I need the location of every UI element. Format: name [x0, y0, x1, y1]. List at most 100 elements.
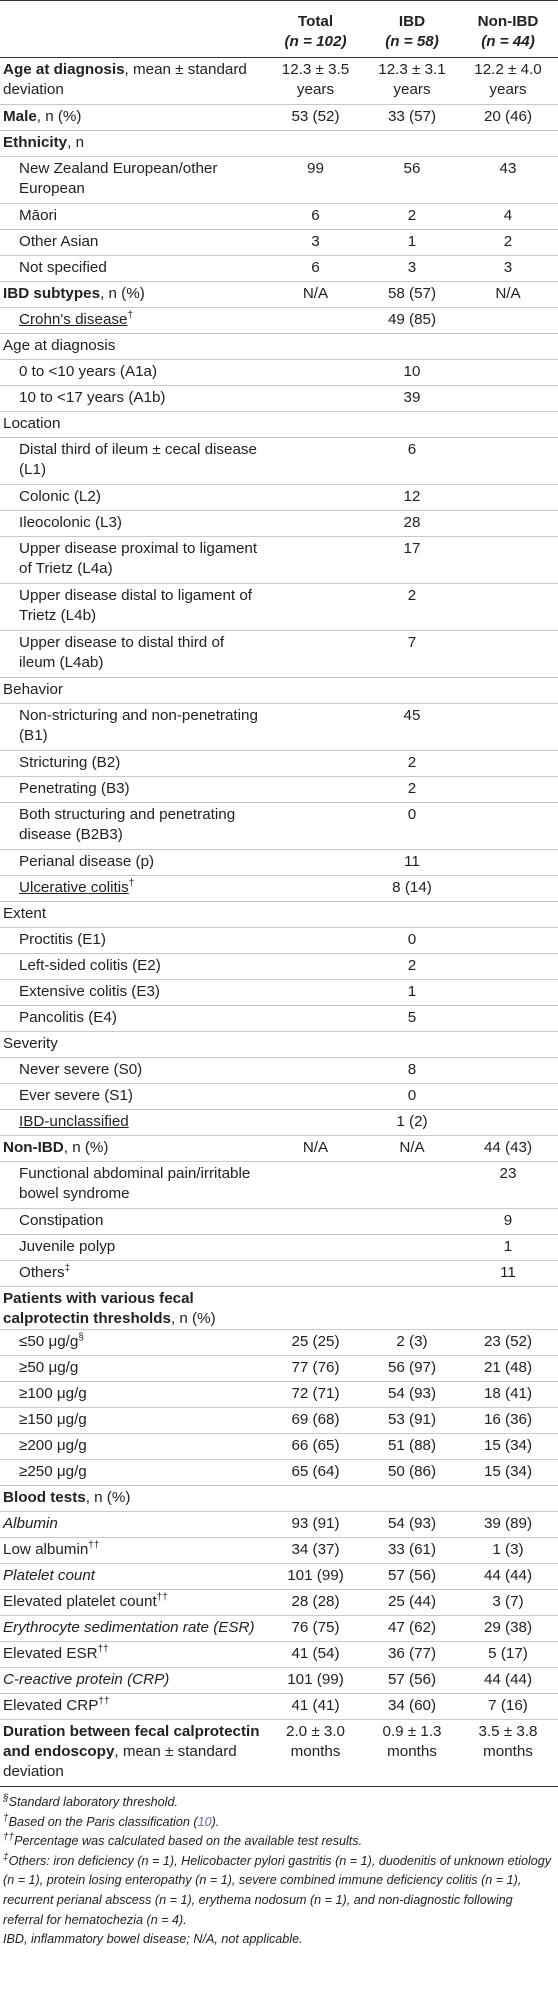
total-value-cell: 2.0 ± 3.0 months — [265, 1719, 366, 1787]
table-row: Colonic (L2) 12 — [0, 484, 558, 511]
ibd-value-cell: 2 — [366, 583, 458, 631]
row-label: ≥150 μg/g — [19, 1411, 87, 1428]
row-label: C-reactive protein (CRP) — [3, 1671, 170, 1688]
total-value-cell — [265, 927, 366, 954]
header-total-label: Total — [297, 13, 334, 30]
table-row: Location — [0, 411, 558, 438]
ibd-value: 39 — [403, 389, 421, 406]
footnote-text: Based on the Paris classification ( — [8, 1814, 198, 1829]
nonibd-value: 12.2 ± 4.0 years — [474, 61, 542, 98]
row-label-cell: Age at diagnosis — [0, 333, 265, 360]
nonibd-value-cell — [458, 630, 558, 678]
nonibd-value-cell: 21 (48) — [458, 1355, 558, 1382]
total-value-cell — [265, 875, 366, 902]
row-label: Albumin — [3, 1515, 58, 1532]
total-value: 6 — [311, 207, 320, 224]
total-value-cell: N/A — [265, 1135, 366, 1162]
table-row: Constipation 9 — [0, 1208, 558, 1235]
nonibd-value-cell — [458, 927, 558, 954]
reference-link[interactable]: 10 — [197, 1814, 212, 1829]
ibd-value: 47 (62) — [387, 1619, 437, 1636]
nonibd-value: 16 (36) — [483, 1411, 533, 1428]
row-label-cell: Both structuring and penetrating disease… — [0, 802, 265, 850]
nonibd-value-cell: 18 (41) — [458, 1381, 558, 1408]
total-value-cell: 53 (52) — [265, 104, 366, 131]
row-label: Functional abdominal pain/irritable bowe… — [19, 1165, 251, 1202]
row-label: IBD-unclassified — [19, 1113, 129, 1130]
total-value-cell — [265, 1260, 366, 1287]
total-value-cell — [265, 703, 366, 751]
total-value-cell: 6 — [265, 203, 366, 230]
ibd-value: 5 — [407, 1009, 417, 1026]
header-total-n: (n = 102) — [284, 33, 347, 50]
table-row: Other Asian 3 1 2 — [0, 229, 558, 256]
nonibd-value: 23 (52) — [483, 1333, 533, 1350]
nonibd-value: 7 (16) — [488, 1697, 528, 1714]
ibd-value: 12.3 ± 3.1 years — [378, 61, 446, 98]
ibd-value-cell: 2 — [366, 203, 458, 230]
ibd-value-cell: 7 — [366, 630, 458, 678]
total-value-cell — [265, 130, 366, 157]
ibd-value-cell: 11 — [366, 849, 458, 876]
nonibd-value: 39 (89) — [483, 1515, 533, 1532]
row-label-cell: Blood tests, n (%) — [0, 1485, 265, 1512]
footnote-standard-threshold: §Standard laboratory threshold. — [3, 1793, 555, 1813]
footnote-mark: § — [3, 1792, 9, 1804]
row-label: Never severe (S0) — [19, 1061, 143, 1078]
row-label: Male — [3, 108, 37, 125]
table-row: Severity — [0, 1031, 558, 1058]
nonibd-value: 4 — [503, 207, 513, 224]
header-total: Total (n = 102) — [265, 0, 366, 58]
total-value: 76 (75) — [291, 1619, 340, 1636]
row-label: Others — [19, 1264, 65, 1281]
row-label: ≥50 μg/g — [19, 1359, 79, 1376]
nonibd-value: 44 (44) — [483, 1567, 533, 1584]
row-label: Age at diagnosis — [3, 61, 125, 78]
ibd-value: 53 (91) — [387, 1411, 437, 1428]
nonibd-value-cell: 4 — [458, 203, 558, 230]
row-label: Elevated platelet count — [3, 1593, 157, 1610]
ibd-value-cell — [366, 411, 458, 438]
nonibd-value: 20 (46) — [483, 108, 533, 125]
nonibd-value-cell — [458, 849, 558, 876]
nonibd-value-cell: 29 (38) — [458, 1615, 558, 1642]
nonibd-value-cell — [458, 1286, 558, 1330]
row-label: Colonic (L2) — [19, 488, 101, 505]
row-label-cell: Never severe (S0) — [0, 1057, 265, 1084]
total-value-cell: 101 (99) — [265, 1563, 366, 1590]
row-label: ≥200 μg/g — [19, 1437, 87, 1454]
ibd-value-cell: 1 (2) — [366, 1109, 458, 1136]
row-label-cell: Elevated ESR†† — [0, 1641, 265, 1668]
total-value-cell — [265, 1286, 366, 1330]
table-row: Juvenile polyp 1 — [0, 1234, 558, 1261]
table-row: Ulcerative colitis† 8 (14) — [0, 875, 558, 902]
total-value-cell: 66 (65) — [265, 1433, 366, 1460]
table-row: 10 to <17 years (A1b) 39 — [0, 385, 558, 412]
total-value-cell — [265, 849, 366, 876]
ibd-value-cell: N/A — [366, 1135, 458, 1162]
nonibd-value: 21 (48) — [483, 1359, 533, 1376]
nonibd-value-cell: 2 — [458, 229, 558, 256]
ibd-value-cell: 54 (93) — [366, 1381, 458, 1408]
total-value: 77 (76) — [291, 1359, 340, 1376]
table-row: Penetrating (B3) 2 — [0, 776, 558, 803]
total-value: 2.0 ± 3.0 months — [286, 1723, 345, 1760]
nonibd-value-cell — [458, 750, 558, 777]
ibd-value: 0 — [407, 806, 417, 823]
nonibd-value: 9 — [503, 1212, 513, 1229]
table-row: Upper disease to distal third of ileum (… — [0, 630, 558, 678]
ibd-value: 0 — [407, 931, 417, 948]
nonibd-value-cell — [458, 333, 558, 360]
total-value-cell: 65 (64) — [265, 1459, 366, 1486]
nonibd-value: 43 — [499, 160, 517, 177]
row-label-cell: IBD subtypes, n (%) — [0, 281, 265, 308]
row-label-cell: Non-IBD, n (%) — [0, 1135, 265, 1162]
ibd-value-cell: 1 — [366, 229, 458, 256]
row-label: Severity — [3, 1035, 58, 1052]
ibd-value: 0.9 ± 1.3 months — [382, 1723, 442, 1760]
ibd-value: 3 — [407, 259, 417, 276]
table-row: Low albumin†† 34 (37) 33 (61) 1 (3) — [0, 1537, 558, 1564]
ibd-value-cell — [366, 1485, 458, 1512]
footnote-percentage-note: ††Percentage was calculated based on the… — [3, 1832, 555, 1852]
nonibd-value-cell — [458, 979, 558, 1006]
